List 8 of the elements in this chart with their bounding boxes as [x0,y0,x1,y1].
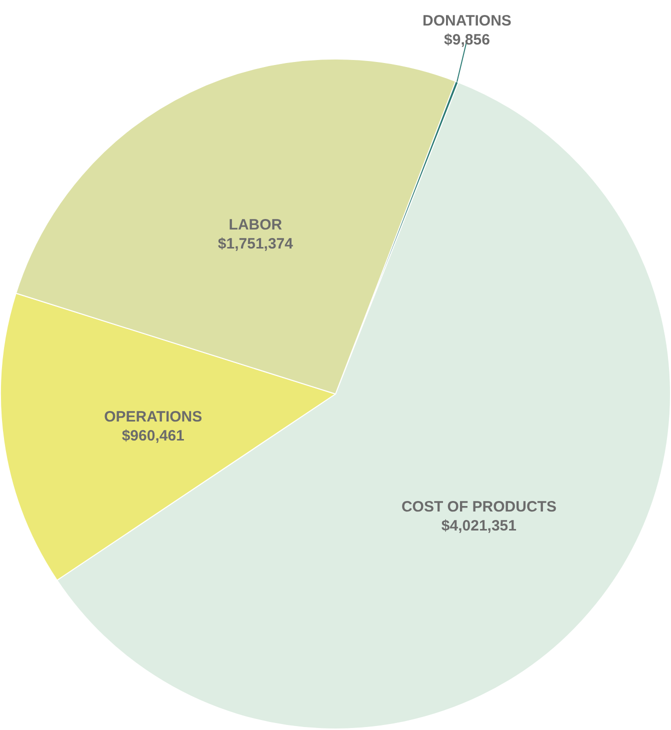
data-label: $9,856 [444,32,490,49]
slice-label: DONATIONS [422,12,512,30]
data-label: $960,461 [122,428,184,445]
slice-label: COST OF PRODUCTS [401,498,556,516]
slice-label: OPERATIONS [104,408,202,426]
data-label: $1,751,374 [218,236,294,253]
data-label: $4,021,351 [441,517,516,534]
slice-label: LABOR [228,216,282,234]
